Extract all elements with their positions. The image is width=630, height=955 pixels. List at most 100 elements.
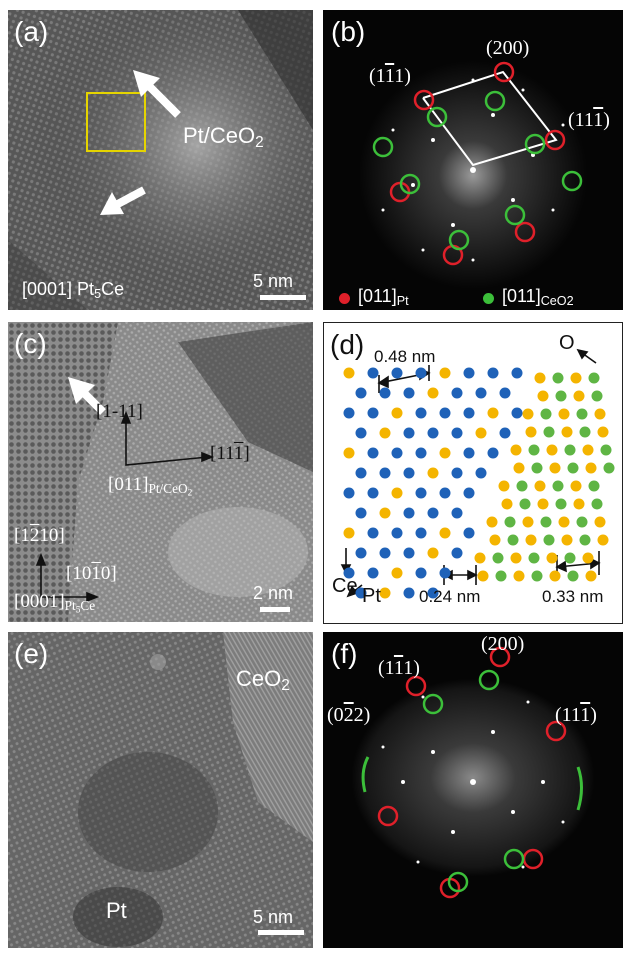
pt-atom	[415, 487, 427, 499]
ceo2-arc-marker	[576, 766, 583, 811]
o-o-spacing-label: 0.33 nm	[542, 587, 604, 606]
ce-atom	[534, 372, 546, 384]
pt-spot-marker	[377, 805, 399, 827]
pt-atom	[463, 407, 475, 419]
pt-atom	[355, 547, 367, 559]
ce-atom	[546, 552, 558, 564]
ce-atom	[558, 516, 570, 528]
pt-spot-marker	[489, 646, 511, 668]
ce-atom	[570, 480, 582, 492]
o-atom	[552, 372, 564, 384]
pt-atom	[415, 367, 427, 379]
o-atom	[567, 570, 579, 582]
ce-atom	[570, 372, 582, 384]
pt-atom	[391, 367, 403, 379]
panel-f-fft-pattern: (f) (200) (111) (022) (111)	[323, 632, 623, 948]
ce-atom	[486, 516, 498, 528]
panel-a-zone-axis: [0001] Pt5Ce	[22, 279, 125, 302]
pt-atom	[439, 407, 451, 419]
panel-c-scale-bar	[260, 607, 290, 612]
ce-atom	[537, 390, 549, 402]
ce-atom	[501, 498, 513, 510]
pt-atom	[499, 387, 511, 399]
o-atom	[576, 516, 588, 528]
pt-atom	[343, 407, 355, 419]
o-atom	[579, 534, 591, 546]
ceo2-spot-marker	[504, 204, 526, 226]
panel-a-hrtem-image: (a) Pt/CeO2 [0001] Pt5Ce 5 nm	[8, 10, 313, 310]
pt-atom	[379, 387, 391, 399]
ce-atom	[585, 462, 597, 474]
pt-atom	[463, 447, 475, 459]
ce-atom	[379, 507, 391, 519]
pt-atom	[343, 487, 355, 499]
pt-pt-spacing-label: 0.24 nm	[419, 587, 481, 606]
pt-atom	[451, 547, 463, 559]
pt-atom	[451, 507, 463, 519]
ce-atom	[477, 570, 489, 582]
pt-atom	[427, 427, 439, 439]
ce-atom	[439, 447, 451, 459]
ce-atom	[594, 516, 606, 528]
ceo2-spot-marker	[478, 669, 500, 691]
pt-atom	[415, 407, 427, 419]
ce-atom	[343, 447, 355, 459]
o-atom	[588, 372, 600, 384]
ce-atom	[439, 367, 451, 379]
white-arrow-icon	[100, 186, 146, 215]
panel-a-scale-bar	[260, 295, 306, 300]
o-atom	[591, 390, 603, 402]
pt-atom	[355, 587, 367, 599]
panel-c-texture	[8, 322, 313, 622]
ce-atom	[427, 467, 439, 479]
ceo2-spot-marker	[422, 693, 444, 715]
ce-atom	[391, 567, 403, 579]
ceo2-spot-marker	[561, 170, 583, 192]
ce-atom	[489, 534, 501, 546]
spot-1-11-label: (111)	[369, 65, 411, 87]
o-atom	[555, 390, 567, 402]
pt-atom	[415, 447, 427, 459]
ceo2-spot-marker	[524, 133, 546, 155]
pt-atom	[379, 547, 391, 559]
ce-atom	[549, 570, 561, 582]
pt-atom	[475, 387, 487, 399]
pt-legend-swatch	[339, 293, 350, 304]
pt-atom	[427, 507, 439, 519]
ce-atom	[597, 534, 609, 546]
ce-atom	[379, 587, 391, 599]
o-atom	[579, 426, 591, 438]
o-atom	[540, 408, 552, 420]
ce-atom	[475, 427, 487, 439]
pt-atom	[367, 567, 379, 579]
pt-atom	[367, 447, 379, 459]
pt-atom	[439, 487, 451, 499]
roi-box	[86, 92, 146, 152]
white-arrow-icon	[133, 70, 181, 118]
panel-e-scale-bar	[258, 930, 304, 935]
o-atom	[528, 552, 540, 564]
ce-atom	[474, 552, 486, 564]
panel-d-atomic-model: (d) 0.48 nm 0.24 nm 0.33 nm O Ce Pt	[323, 322, 623, 624]
ce-atom	[379, 427, 391, 439]
o-atom	[504, 516, 516, 528]
ceo2-spot-marker	[399, 173, 421, 195]
pt-atom	[487, 367, 499, 379]
ce-atom	[427, 547, 439, 559]
pt-atom	[355, 387, 367, 399]
pt-atom	[367, 527, 379, 539]
o-atom	[531, 570, 543, 582]
o-atom	[576, 408, 588, 420]
pt-atom	[403, 467, 415, 479]
o-atom	[600, 444, 612, 456]
panel-a-region-label: Pt/CeO2	[183, 123, 264, 151]
ceo2-spot-marker	[447, 871, 469, 893]
ce-atom	[510, 444, 522, 456]
pt-atom	[427, 587, 439, 599]
pt-ceo2-axes	[120, 410, 215, 466]
ce-atom	[439, 527, 451, 539]
panel-a-label: (a)	[14, 16, 49, 47]
pt-atom	[403, 547, 415, 559]
pt-atom-label: Pt	[362, 585, 381, 607]
ce-atom	[427, 387, 439, 399]
